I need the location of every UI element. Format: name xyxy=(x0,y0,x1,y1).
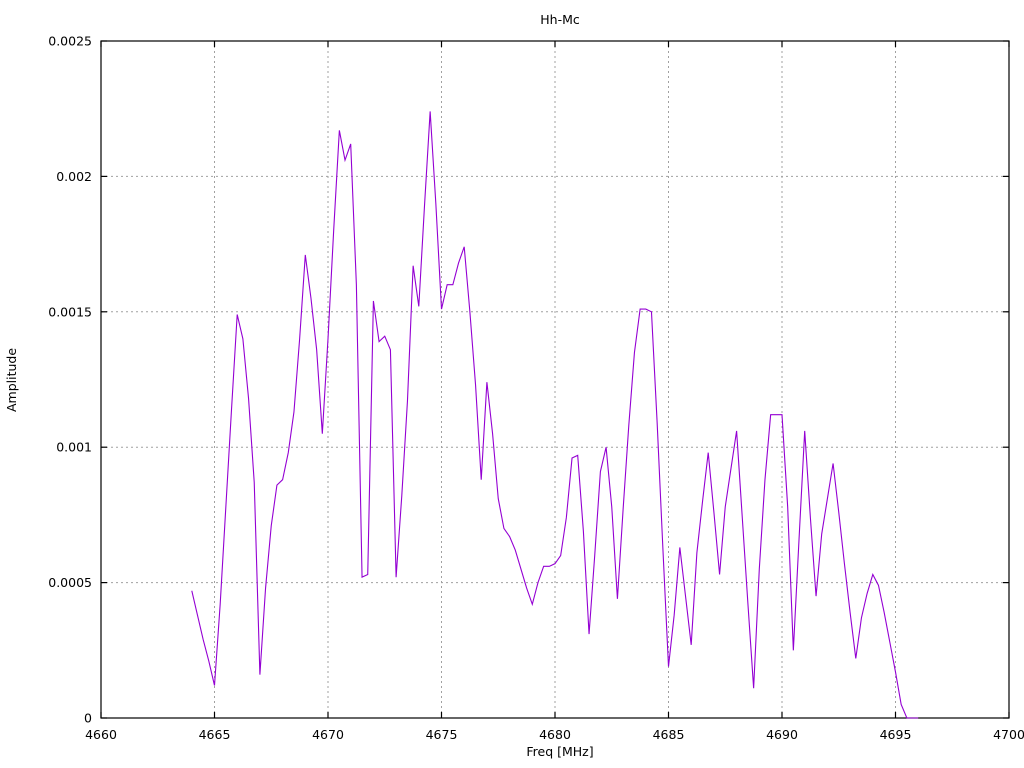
x-tick-label: 4695 xyxy=(880,727,912,742)
x-axis-label: Freq [MHz] xyxy=(526,744,593,759)
x-tick-label: 4690 xyxy=(766,727,798,742)
y-tick-label: 0.0015 xyxy=(48,304,92,319)
y-tick-label: 0.002 xyxy=(56,169,92,184)
x-tick-labels: 4660 4665 4670 4675 4680 4685 4690 4695 4700 xyxy=(85,727,1024,742)
x-tick-label: 4665 xyxy=(199,727,231,742)
y-tick-labels: 0 0.0005 0.001 0.0015 0.002 0.0025 xyxy=(48,34,92,726)
x-tick-label: 4685 xyxy=(653,727,685,742)
tick-marks xyxy=(100,40,1010,719)
chart-title: Hh-Mc xyxy=(540,12,580,27)
y-tick-label: 0.0005 xyxy=(48,575,92,590)
x-tick-label: 4700 xyxy=(993,727,1024,742)
y-axis-label: Amplitude xyxy=(4,348,19,412)
plot-frame xyxy=(100,40,1010,719)
x-tick-label: 4670 xyxy=(312,727,344,742)
data-series-line xyxy=(191,111,919,719)
x-tick-label: 4680 xyxy=(539,727,571,742)
y-tick-label: 0.0025 xyxy=(48,34,92,49)
y-tick-label: 0.001 xyxy=(56,440,92,455)
data-series-layer xyxy=(191,111,919,719)
x-tick-label: 4675 xyxy=(426,727,458,742)
x-tick-label: 4660 xyxy=(85,727,117,742)
y-tick-label: 0 xyxy=(84,711,92,726)
